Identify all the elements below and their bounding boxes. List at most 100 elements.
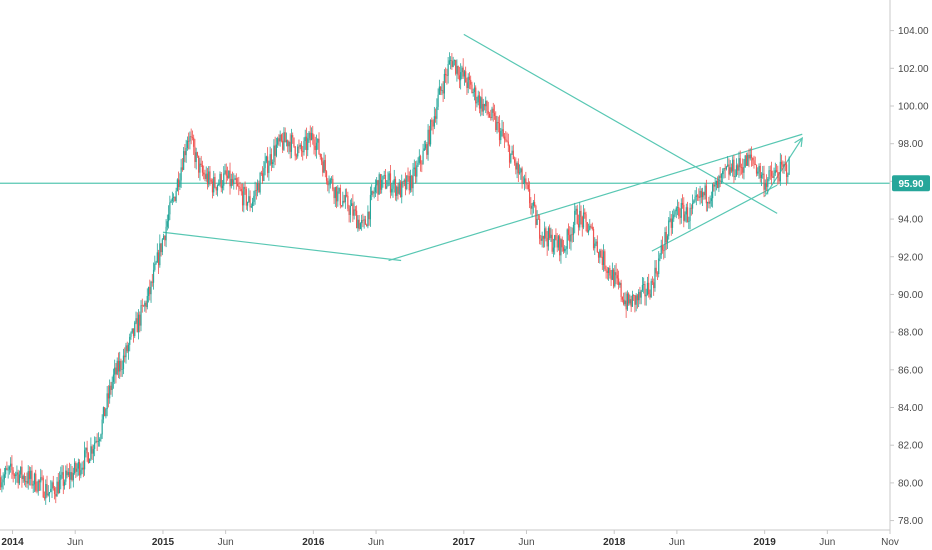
candle-body xyxy=(318,138,320,155)
candle-body xyxy=(297,146,299,157)
candle-body xyxy=(317,138,319,143)
candle-body xyxy=(750,154,753,158)
candle-body xyxy=(85,447,87,451)
trendlines xyxy=(0,33,890,262)
candle-body xyxy=(189,136,191,142)
candle-body xyxy=(759,165,761,179)
candle-body xyxy=(274,145,276,156)
candle-body xyxy=(575,208,577,211)
candle-body xyxy=(621,297,623,300)
candle-body xyxy=(140,305,142,326)
candle-body xyxy=(308,132,310,139)
candle-body xyxy=(42,477,44,498)
candle-body xyxy=(149,287,151,295)
candle-body xyxy=(496,121,498,131)
candle-body xyxy=(248,196,250,203)
candle-body xyxy=(397,186,399,194)
y-tick-label: 92.00 xyxy=(898,252,923,263)
candle-body xyxy=(646,282,649,295)
candle-body xyxy=(60,474,62,480)
y-tick-label: 98.00 xyxy=(898,139,923,150)
candle-body xyxy=(307,138,309,151)
candle-body xyxy=(334,187,336,199)
candle-body xyxy=(645,294,647,297)
candle-body xyxy=(218,183,220,186)
x-tick-label: 2014 xyxy=(1,537,24,548)
candle-body xyxy=(520,168,522,173)
candle-body xyxy=(142,305,145,307)
candle-body xyxy=(670,218,672,228)
candle-body xyxy=(554,235,556,248)
candle-body xyxy=(225,170,227,176)
candle-body xyxy=(409,175,412,191)
candle-body xyxy=(221,185,224,189)
candle-body xyxy=(718,176,720,189)
candle-body xyxy=(378,174,380,195)
candle-body xyxy=(471,84,473,94)
candle-body xyxy=(625,300,627,310)
candle-body xyxy=(199,163,201,173)
candle-body xyxy=(200,163,202,166)
candle-body xyxy=(43,497,46,499)
candle-body xyxy=(265,156,267,162)
candle-body xyxy=(330,178,333,180)
candle-body xyxy=(580,210,582,217)
candle-body xyxy=(381,179,383,190)
candle-body xyxy=(22,476,24,480)
candle-body xyxy=(120,360,122,370)
candle-body xyxy=(443,73,445,94)
candle-body xyxy=(638,291,640,301)
candle-body xyxy=(680,202,682,218)
trendline xyxy=(388,133,803,262)
candle-body xyxy=(292,135,294,138)
candle-body xyxy=(663,250,665,252)
trendline xyxy=(651,184,778,252)
candle-body xyxy=(132,328,135,337)
candle-body xyxy=(246,202,249,206)
candle-body xyxy=(742,167,744,173)
y-tick-label: 102.00 xyxy=(898,64,929,75)
candle-body xyxy=(735,165,738,177)
candle-body xyxy=(601,256,603,265)
candle-body xyxy=(126,345,128,352)
candle-body xyxy=(364,219,367,225)
candle-body xyxy=(269,154,271,166)
candle-body xyxy=(406,175,408,190)
candle-body xyxy=(704,185,706,196)
candle-body xyxy=(25,480,27,482)
candle-body xyxy=(768,170,770,179)
candle-body xyxy=(27,471,29,484)
candle-body xyxy=(90,446,92,460)
candle-body xyxy=(268,165,270,173)
candle-body xyxy=(369,194,372,220)
candle-body xyxy=(357,219,359,229)
candle-body xyxy=(679,216,681,218)
candle-body xyxy=(700,190,702,198)
candle-body xyxy=(579,210,581,228)
candle-body xyxy=(725,166,728,170)
candle-body xyxy=(323,160,325,173)
candle-body xyxy=(473,87,476,92)
candle-body xyxy=(382,175,384,180)
candle-body xyxy=(570,234,572,242)
candle-body xyxy=(101,419,103,435)
candle-body xyxy=(456,65,458,74)
candle-body xyxy=(740,167,743,168)
candle-body xyxy=(338,187,340,192)
candle-body xyxy=(728,164,730,175)
candle-body xyxy=(366,224,368,227)
candle-body xyxy=(45,484,47,499)
candle-body xyxy=(82,467,84,470)
candle-body xyxy=(730,167,733,172)
candle-body xyxy=(729,167,731,175)
candle-body xyxy=(581,216,583,228)
candle-body xyxy=(715,180,717,185)
candle-body xyxy=(545,228,547,238)
candle-body xyxy=(595,241,597,244)
candle-body xyxy=(565,248,567,250)
candle-body xyxy=(685,207,687,215)
candle-body xyxy=(76,468,78,472)
candle-body xyxy=(13,474,16,476)
candle-body xyxy=(362,220,364,221)
candle-body xyxy=(478,95,481,109)
